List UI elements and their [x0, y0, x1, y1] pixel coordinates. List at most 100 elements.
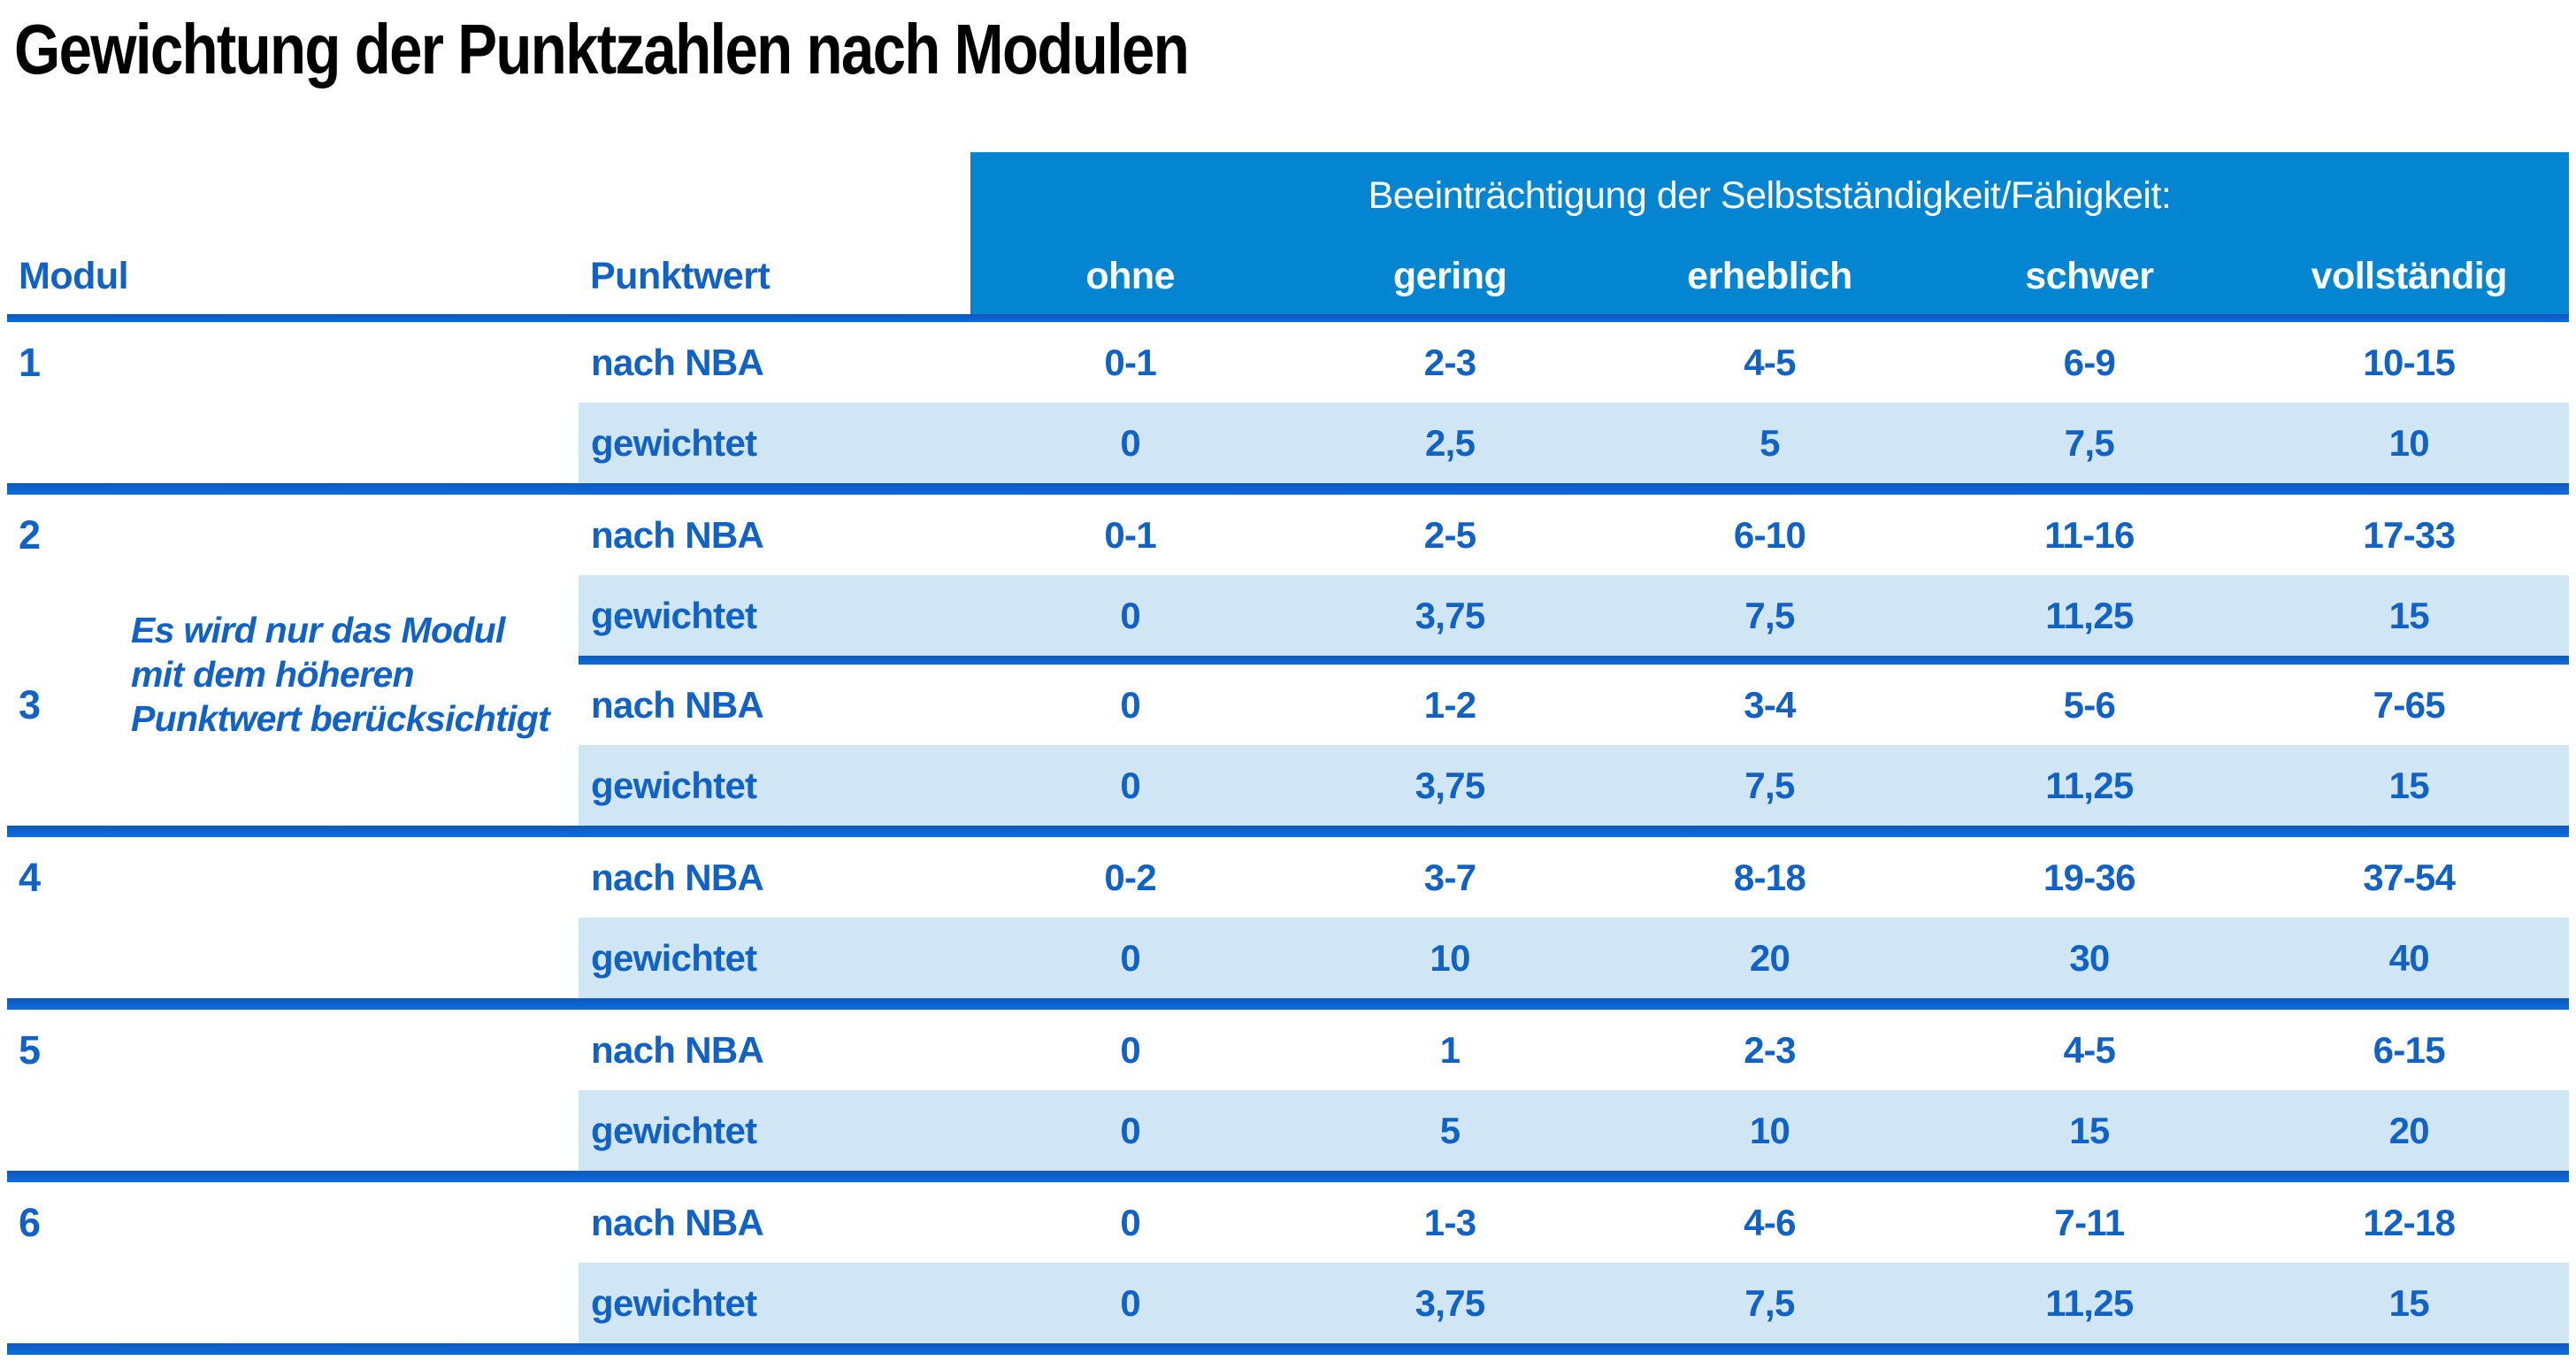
module-number: 1	[19, 339, 41, 385]
column-header-ohne: ohne	[1085, 255, 1176, 297]
module-number: 2	[19, 511, 42, 557]
module-number: 3	[19, 681, 42, 727]
table-cell: 11,25	[1929, 1263, 2250, 1343]
table-cell: 0	[970, 575, 1291, 656]
table-cell: 10	[2249, 403, 2569, 483]
table-cell: 0	[970, 918, 1291, 998]
table-cell: 0	[970, 1090, 1291, 1171]
table-cell: 6-10	[1733, 513, 1806, 556]
table-cell: 0-1	[1104, 341, 1156, 383]
module-number: 6	[19, 1199, 41, 1245]
row-label-gewichtet: gewichtet	[579, 745, 970, 826]
row-label-nach-nba: nach NBA	[591, 341, 764, 383]
row-label-nach-nba: nach NBA	[591, 683, 764, 726]
table-cell: 2-3	[1744, 1028, 1796, 1071]
table-cell: 15	[2249, 575, 2569, 656]
table-cell: 11-16	[2044, 513, 2135, 556]
module-number: 4	[19, 854, 41, 900]
row-label-gewichtet: gewichtet	[579, 918, 970, 998]
table-cell: 10	[1290, 918, 1610, 998]
table-cell: 17-33	[2363, 513, 2456, 556]
empty-cell	[7, 1090, 579, 1171]
table-cell: 6-9	[2063, 341, 2116, 383]
table-cell: 4-6	[1744, 1201, 1796, 1243]
weighting-table: Beeinträchtigung der Selbstständigkeit/F…	[7, 152, 2569, 1355]
module-group-4: 4 nach NBA 0-2 3-7 8-18 19-36 37-54 gewi…	[7, 837, 2569, 998]
module-group-5: 5 nach NBA 0 1 2-3 4-5 6-15 gewichtet 0 …	[7, 1010, 2569, 1171]
table-cell: 2-5	[1423, 513, 1476, 556]
table-cell: 5-6	[2063, 683, 2116, 726]
table-cell: 1	[1439, 1028, 1460, 1071]
table-cell: 30	[1929, 918, 2250, 998]
table-cell: 7,5	[1609, 745, 1930, 826]
table-cell: 7,5	[1609, 575, 1930, 656]
column-header-punktwert: Punktwert	[590, 255, 770, 297]
column-header-erheblich: erheblich	[1687, 255, 1852, 297]
header-group-label: Beeinträchtigung der Selbstständigkeit/F…	[1368, 173, 2172, 217]
module-group-6: 6 nach NBA 0 1-3 4-6 7-11 12-18 gewichte…	[7, 1182, 2569, 1343]
table-cell: 1-2	[1423, 683, 1476, 726]
table-cell: 0	[970, 1263, 1291, 1343]
row-label-nach-nba: nach NBA	[591, 856, 764, 898]
module-group-2-3: 2 Es wird nur das Modul mit dem höheren …	[7, 495, 2569, 826]
empty-cell	[7, 403, 579, 483]
table-cell: 7-65	[2373, 683, 2446, 726]
note-line: mit dem höheren	[131, 654, 415, 695]
table-cell: 12-18	[2363, 1201, 2456, 1243]
table-cell: 2,5	[1290, 403, 1610, 483]
module-number: 5	[19, 1027, 41, 1073]
table-cell: 7,5	[1609, 1263, 1930, 1343]
row-label-nach-nba: nach NBA	[591, 513, 764, 556]
empty-cell	[7, 1263, 579, 1343]
column-header-gering: gering	[1392, 255, 1507, 297]
table-cell: 0-1	[1104, 513, 1156, 556]
row-label-gewichtet: gewichtet	[579, 1263, 970, 1343]
row-label-nach-nba: nach NBA	[591, 1028, 764, 1071]
page-title: Gewichtung der Punktzahlen nach Modulen	[14, 10, 1190, 88]
table-cell: 8-18	[1733, 856, 1806, 898]
module-separator	[7, 998, 2569, 1010]
table-cell: 0	[1120, 1201, 1141, 1243]
row-label-gewichtet: gewichtet	[579, 575, 970, 656]
table-cell: 4-5	[1744, 341, 1796, 383]
row-label-gewichtet: gewichtet	[579, 403, 970, 483]
table-cell: 0	[970, 403, 1291, 483]
table-cell: 3-4	[1744, 683, 1796, 726]
module-separator	[7, 826, 2569, 837]
column-header-schwer: schwer	[2025, 255, 2154, 297]
empty-cell	[7, 918, 579, 998]
table-cell: 10-15	[2363, 341, 2456, 383]
module-group-1: 1 nach NBA 0-1 2-3 4-5 6-9 10-15 gewicht…	[7, 322, 2569, 483]
table-cell: 0	[1120, 1028, 1141, 1071]
module-2-3-note: Es wird nur das Modul mit dem höheren Pu…	[131, 608, 591, 741]
row-label-nach-nba: nach NBA	[591, 1201, 764, 1243]
table-cell: 4-5	[2063, 1028, 2116, 1071]
module-separator	[7, 1171, 2569, 1182]
table-cell: 6-15	[2373, 1028, 2446, 1071]
module-2-3-separator	[579, 656, 2569, 665]
table-cell: 37-54	[2363, 856, 2456, 898]
note-line: Punktwert berücksichtigt	[131, 698, 550, 739]
row-label-gewichtet: gewichtet	[579, 1090, 970, 1171]
table-cell: 0	[970, 745, 1291, 826]
table-cell: 0-2	[1104, 856, 1156, 898]
column-header-modul: Modul	[19, 255, 129, 297]
table-cell: 3,75	[1290, 1263, 1610, 1343]
column-header-vollstaendig: vollständig	[2311, 255, 2508, 297]
table-cell: 10	[1609, 1090, 1930, 1171]
table-cell: 3,75	[1290, 575, 1610, 656]
table-cell: 20	[2249, 1090, 2569, 1171]
table-cell: 0	[1120, 683, 1141, 726]
table-cell: 19-36	[2043, 856, 2136, 898]
table-cell: 1-3	[1423, 1201, 1476, 1243]
table-cell: 5	[1290, 1090, 1610, 1171]
table-bottom-rule	[7, 1343, 2569, 1355]
table-cell: 20	[1609, 918, 1930, 998]
module-separator	[7, 483, 2569, 495]
module-2-3-left-column: 2 Es wird nur das Modul mit dem höheren …	[7, 495, 579, 826]
header-band-background	[970, 152, 2569, 314]
table-cell: 7,5	[1929, 403, 2250, 483]
table-header: Beeinträchtigung der Selbstständigkeit/F…	[7, 152, 2569, 314]
table-cell: 11,25	[1929, 745, 2250, 826]
table-cell: 2-3	[1423, 341, 1476, 383]
